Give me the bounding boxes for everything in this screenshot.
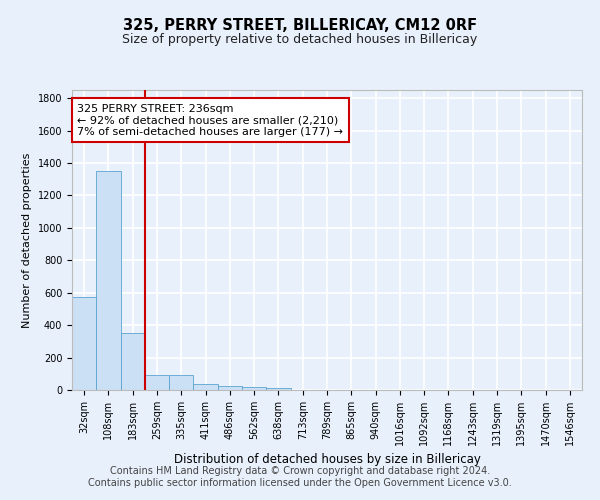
Bar (193, 384, 218, 390)
X-axis label: Distribution of detached houses by size in Billericay: Distribution of detached houses by size … (173, 454, 481, 466)
Text: 325, PERRY STREET, BILLERICAY, CM12 0RF: 325, PERRY STREET, BILLERICAY, CM12 0RF (123, 18, 477, 32)
Bar (72, 297, 96, 390)
Bar (218, 386, 242, 390)
Text: Contains HM Land Registry data © Crown copyright and database right 2024.
Contai: Contains HM Land Registry data © Crown c… (88, 466, 512, 487)
Text: 325 PERRY STREET: 236sqm
← 92% of detached houses are smaller (2,210)
7% of semi: 325 PERRY STREET: 236sqm ← 92% of detach… (77, 104, 343, 136)
Bar (266, 388, 290, 390)
Bar (96, 171, 121, 390)
Y-axis label: Number of detached properties: Number of detached properties (22, 152, 32, 328)
Bar (242, 387, 266, 390)
Bar (145, 374, 169, 390)
Bar (121, 333, 145, 390)
Bar (169, 374, 193, 390)
Text: Size of property relative to detached houses in Billericay: Size of property relative to detached ho… (122, 32, 478, 46)
